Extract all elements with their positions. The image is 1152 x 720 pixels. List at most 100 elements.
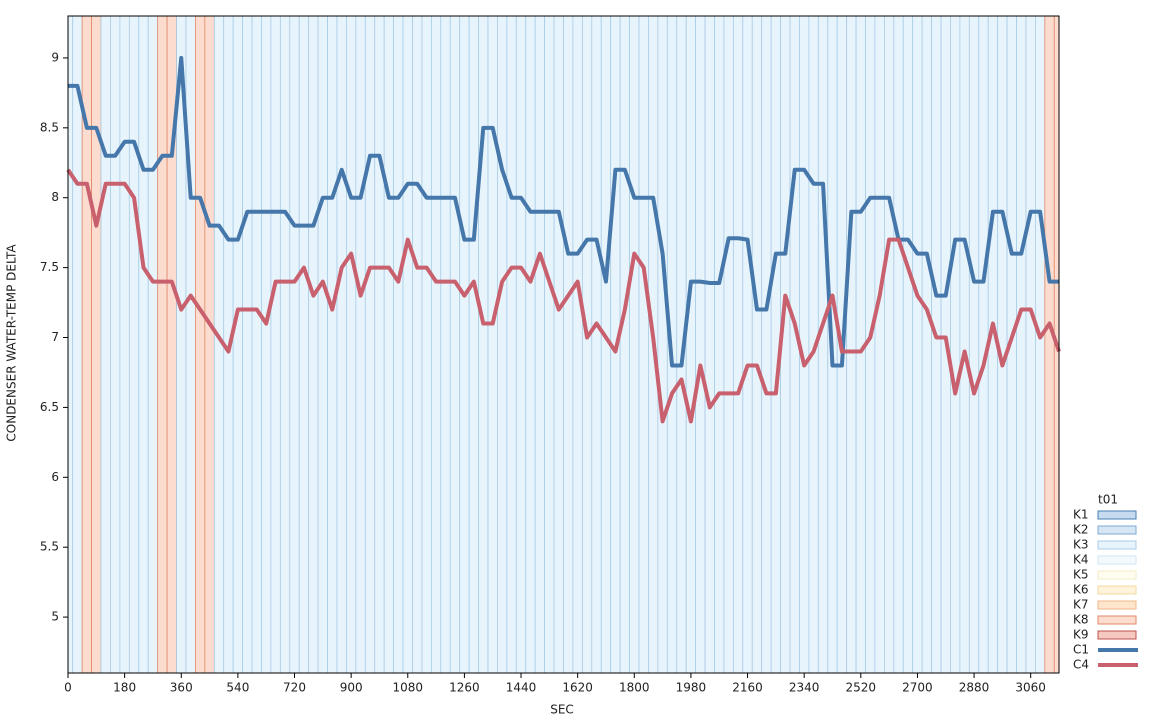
band bbox=[619, 15, 630, 674]
band bbox=[902, 15, 914, 674]
band bbox=[638, 15, 649, 674]
x-tick-label: 360 bbox=[170, 681, 193, 695]
legend-label: K9 bbox=[1073, 628, 1089, 642]
legend-label: K1 bbox=[1073, 508, 1089, 522]
x-axis-label: SEC bbox=[550, 703, 574, 717]
band bbox=[128, 15, 140, 674]
legend-swatch bbox=[1097, 585, 1137, 595]
band bbox=[412, 15, 423, 674]
band bbox=[157, 15, 168, 674]
band bbox=[110, 15, 121, 674]
y-tick-label: 6.5 bbox=[40, 400, 59, 414]
band bbox=[761, 15, 772, 674]
band bbox=[817, 15, 829, 674]
band bbox=[685, 15, 697, 674]
band bbox=[506, 15, 517, 674]
x-tick-label: 2700 bbox=[902, 681, 933, 695]
legend-label: C1 bbox=[1073, 643, 1089, 657]
legend-swatch bbox=[1097, 510, 1137, 520]
y-tick-label: 7 bbox=[51, 330, 59, 344]
y-tick-label: 9 bbox=[51, 50, 59, 64]
band bbox=[119, 15, 130, 674]
y-tick-label: 7.5 bbox=[40, 260, 59, 274]
band bbox=[279, 15, 291, 674]
band bbox=[883, 15, 895, 674]
band bbox=[430, 15, 442, 674]
band bbox=[968, 15, 980, 674]
x-tick-label: 900 bbox=[340, 681, 363, 695]
band bbox=[147, 15, 159, 674]
x-tick-label: 1260 bbox=[449, 681, 480, 695]
band bbox=[742, 15, 753, 674]
band bbox=[732, 15, 744, 674]
band bbox=[327, 15, 338, 674]
series-line bbox=[66, 168, 1061, 424]
band bbox=[317, 15, 328, 674]
band bbox=[242, 15, 253, 674]
x-tick-label: 0 bbox=[64, 681, 72, 695]
bands bbox=[67, 15, 1060, 674]
band bbox=[563, 15, 574, 674]
band bbox=[204, 15, 215, 674]
y-axis-label: CONDENSER WATER-TEMP DELTA bbox=[5, 244, 19, 442]
band bbox=[723, 15, 734, 674]
band bbox=[950, 15, 961, 674]
series-line bbox=[68, 55, 1059, 368]
band bbox=[1016, 15, 1027, 674]
legend-swatch bbox=[1097, 600, 1137, 610]
band bbox=[657, 15, 668, 674]
band bbox=[544, 15, 555, 674]
legend-swatch bbox=[1097, 615, 1137, 625]
legend-swatch bbox=[1097, 525, 1137, 535]
x-tick-label: 1080 bbox=[392, 681, 423, 695]
band bbox=[289, 15, 300, 674]
band bbox=[364, 15, 376, 674]
band bbox=[959, 15, 970, 674]
band bbox=[138, 15, 149, 674]
band bbox=[298, 15, 310, 674]
band bbox=[931, 15, 942, 674]
band bbox=[1044, 15, 1055, 674]
y-tick-label: 8.5 bbox=[40, 120, 59, 134]
band bbox=[232, 15, 244, 674]
x-tick-label: 1620 bbox=[562, 681, 593, 695]
x-tick-label: 180 bbox=[113, 681, 136, 695]
y-tick-label: 5 bbox=[51, 610, 59, 624]
legend-swatch bbox=[1097, 540, 1137, 550]
legend-label: K8 bbox=[1073, 613, 1089, 627]
x-tick-label: 2520 bbox=[846, 681, 877, 695]
y-tick-label: 6 bbox=[51, 470, 59, 484]
band bbox=[629, 15, 640, 674]
band bbox=[346, 15, 357, 674]
band bbox=[478, 15, 489, 674]
band bbox=[553, 15, 564, 674]
band bbox=[534, 15, 546, 674]
x-tick-label: 2340 bbox=[789, 681, 820, 695]
band bbox=[874, 15, 885, 674]
legend-label: K2 bbox=[1073, 523, 1089, 537]
legend-label: K7 bbox=[1073, 598, 1089, 612]
band bbox=[581, 15, 593, 674]
legend-swatch bbox=[1097, 570, 1137, 580]
legend-label: K6 bbox=[1073, 583, 1089, 597]
y-tick-label: 8 bbox=[51, 190, 59, 204]
y-tick-label: 5.5 bbox=[40, 540, 59, 554]
band bbox=[1035, 15, 1046, 674]
band bbox=[308, 15, 319, 674]
band bbox=[921, 15, 932, 674]
band bbox=[336, 15, 347, 674]
x-tick-label: 1980 bbox=[676, 681, 707, 695]
band bbox=[421, 15, 432, 674]
legend-label: K5 bbox=[1073, 568, 1089, 582]
legend-label: K3 bbox=[1073, 538, 1089, 552]
band bbox=[751, 15, 763, 674]
band bbox=[1025, 15, 1036, 674]
band bbox=[714, 15, 725, 674]
legend-label: C4 bbox=[1073, 658, 1089, 672]
band bbox=[497, 15, 508, 674]
band bbox=[72, 15, 83, 674]
band bbox=[695, 15, 706, 674]
band bbox=[449, 15, 461, 674]
